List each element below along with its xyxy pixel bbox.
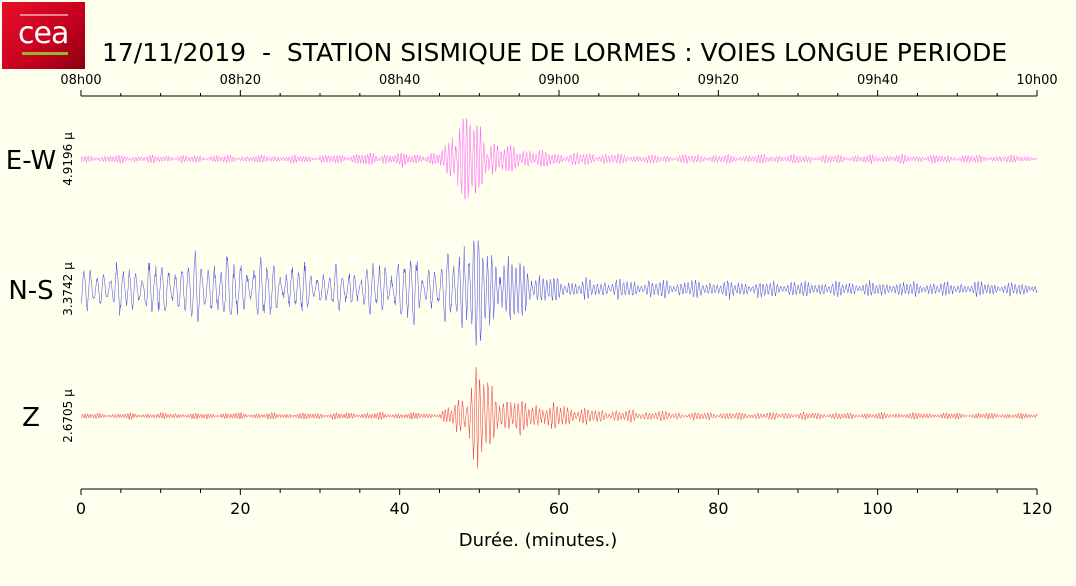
bottom-x-ticks: 0 20 40 60 80 100 120 <box>76 489 1052 518</box>
channel-scale-label: 2.6705 µ <box>61 389 75 443</box>
x-tick-label: 100 <box>862 499 893 518</box>
time-tick-label: 09h00 <box>538 73 579 88</box>
x-axis-label: Durée. (minutes.) <box>459 530 618 551</box>
x-tick-label: 80 <box>708 499 728 518</box>
x-tick-label: 20 <box>230 499 250 518</box>
channel-scale-label: 4.9196 µ <box>61 132 75 186</box>
time-tick-label: 10h00 <box>1016 73 1057 88</box>
chart-title: 17/11/2019 - STATION SISMIQUE DE LORMES … <box>102 38 1008 67</box>
logo-text: cea <box>18 16 69 51</box>
channel-name-label: Z <box>22 403 40 433</box>
logo-decoration <box>20 14 68 16</box>
trace-e-w <box>80 118 1038 200</box>
channel-scale-label: 3.3742 µ <box>61 262 75 316</box>
channel-labels: E-W 4.9196 µ N-S 3.3742 µ Z 2.6705 µ <box>6 132 75 443</box>
trace-z <box>80 367 1038 469</box>
channel-name-label: N-S <box>8 276 53 306</box>
trace-n-s <box>80 240 1038 346</box>
time-tick-label: 09h40 <box>857 73 898 88</box>
channel-name-label: E-W <box>6 146 56 176</box>
top-time-ticks: 08h00 08h20 08h40 09h00 09h20 09h40 10h00 <box>60 73 1058 96</box>
time-tick-label: 08h00 <box>60 73 101 88</box>
logo-underline <box>22 52 68 55</box>
x-tick-label: 60 <box>549 499 569 518</box>
x-tick-label: 0 <box>76 499 86 518</box>
x-tick-label: 40 <box>389 499 409 518</box>
time-tick-label: 08h40 <box>379 73 420 88</box>
seismic-traces <box>80 118 1038 469</box>
cea-logo: cea <box>2 2 85 69</box>
x-tick-label: 120 <box>1022 499 1053 518</box>
time-tick-label: 09h20 <box>698 73 739 88</box>
time-tick-label: 08h20 <box>220 73 261 88</box>
